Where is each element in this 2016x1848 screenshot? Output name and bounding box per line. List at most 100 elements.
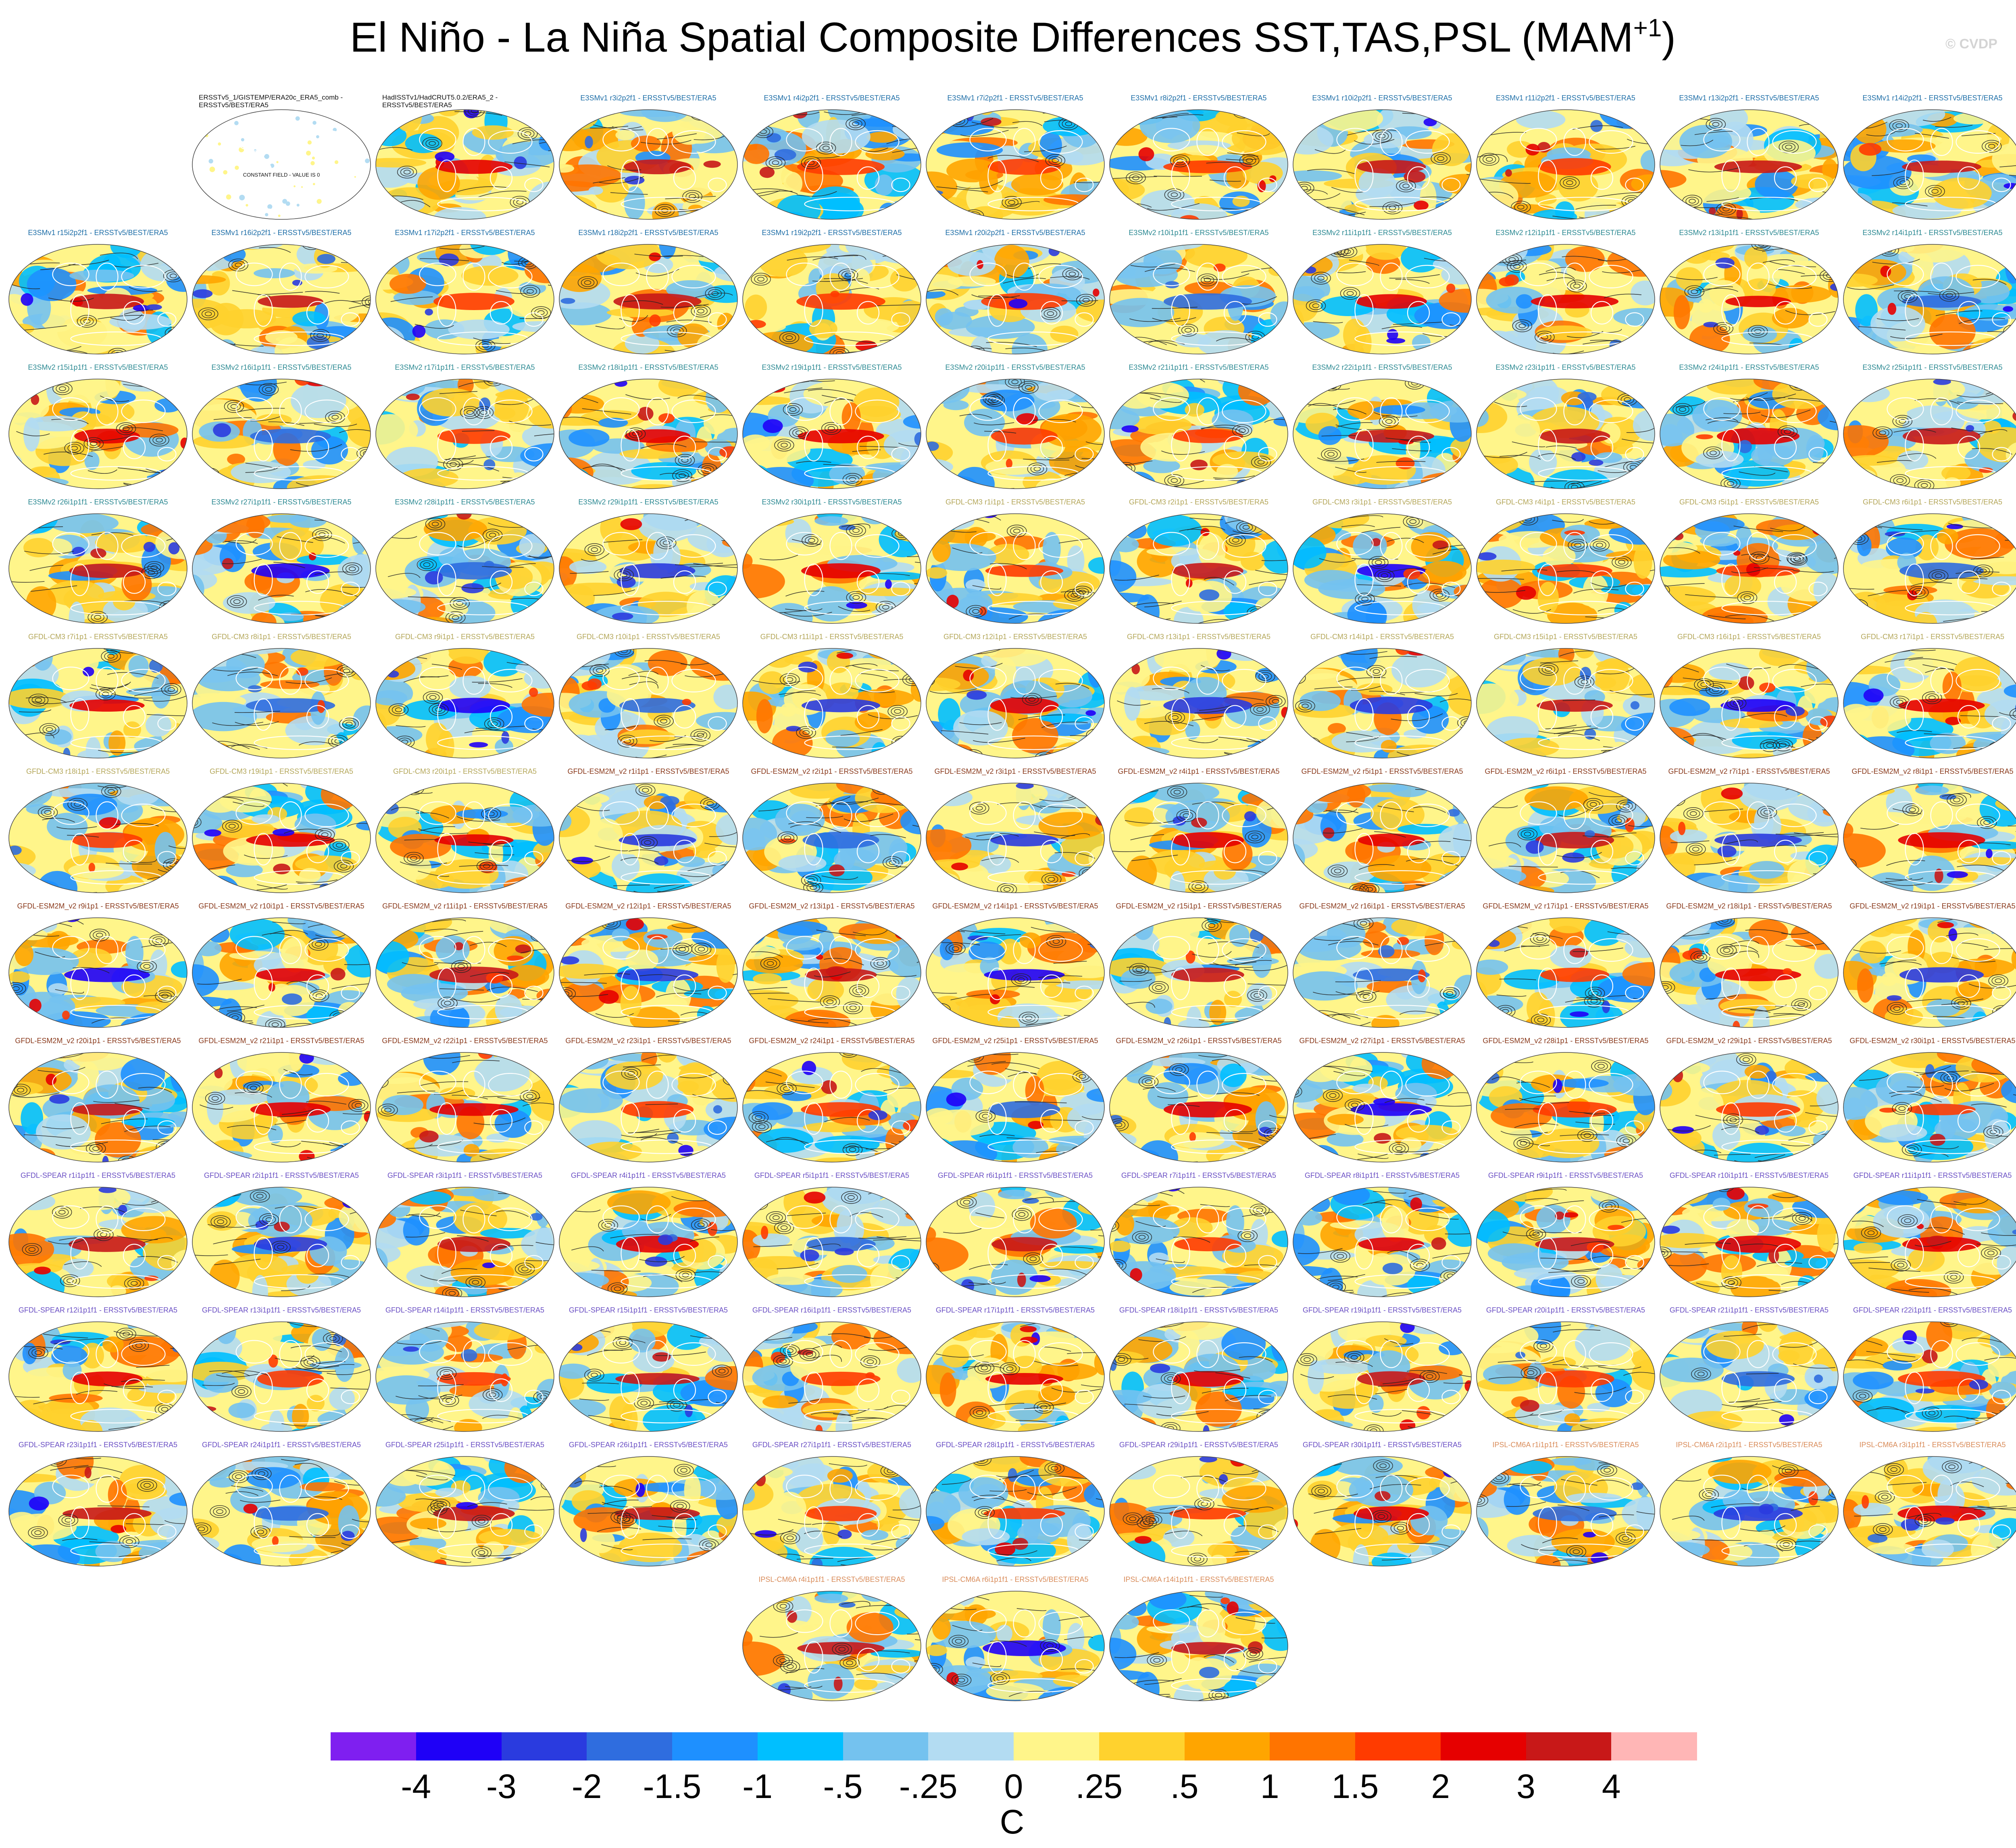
map-panel: GFDL-ESM2M_v2 r6i1p1 - ERSSTv5/BEST/ERA5 xyxy=(1475,767,1656,896)
colorbar-swatch xyxy=(587,1732,673,1760)
map-10 xyxy=(8,244,187,354)
panel-label: GFDL-CM3 r5i1p1 - ERSSTv5/BEST/ERA5 xyxy=(1679,498,1819,506)
panel-label: GFDL-ESM2M_v2 r13i1p1 - ERSSTv5/BEST/ERA… xyxy=(749,902,915,910)
panel-label: GFDL-ESM2M_v2 r15i1p1 - ERSSTv5/BEST/ERA… xyxy=(1116,902,1282,910)
map-panel: HadISSTv1/HadCRUT5.0.2/ERA5_2 - ERSSTv5/… xyxy=(374,94,556,223)
map-panel: GFDL-CM3 r13i1p1 - ERSSTv5/BEST/ERA5 xyxy=(1108,632,1289,761)
map-panel: GFDL-SPEAR r10i1p1f1 - ERSSTv5/BEST/ERA5 xyxy=(1658,1171,1840,1300)
map-panel: E3SMv1 r11i2p2f1 - ERSSTv5/BEST/ERA5 xyxy=(1475,94,1656,223)
panel-label: GFDL-ESM2M_v2 r14i1p1 - ERSSTv5/BEST/ERA… xyxy=(932,902,1098,910)
map-panel: GFDL-ESM2M_v2 r12i1p1 - ERSSTv5/BEST/ERA… xyxy=(558,902,739,1031)
map-panel: GFDL-CM3 r20i1p1 - ERSSTv5/BEST/ERA5 xyxy=(374,767,556,896)
panel-label: ERSSTv5_1/GISTEMP/ERA20c_ERA5_comb - ERS… xyxy=(199,94,343,109)
map-panel: GFDL-ESM2M_v2 r1i1p1 - ERSSTv5/BEST/ERA5 xyxy=(558,767,739,896)
map-66 xyxy=(192,917,371,1028)
map-panel: GFDL-CM3 r3i1p1 - ERSSTv5/BEST/ERA5 xyxy=(1291,498,1473,627)
map-panel: GFDL-SPEAR r19i1p1f1 - ERSSTv5/BEST/ERA5 xyxy=(1291,1306,1473,1435)
map-44 xyxy=(192,648,371,758)
map-panel: GFDL-SPEAR r6i1p1f1 - ERSSTv5/BEST/ERA5 xyxy=(925,1171,1106,1300)
map-panel: GFDL-SPEAR r3i1p1f1 - ERSSTv5/BEST/ERA5 xyxy=(374,1171,556,1300)
map-panel: GFDL-CM3 r5i1p1 - ERSSTv5/BEST/ERA5 xyxy=(1658,498,1840,627)
map-38 xyxy=(1109,513,1288,624)
map-95 xyxy=(1476,1187,1655,1297)
map-panel: GFDL-SPEAR r8i1p1f1 - ERSSTv5/BEST/ERA5 xyxy=(1291,1171,1473,1300)
map-panel: E3SMv2 r30i1p1f1 - ERSSTv5/BEST/ERA5 xyxy=(741,498,923,627)
map-panel: GFDL-SPEAR r21i1p1f1 - ERSSTv5/BEST/ERA5 xyxy=(1658,1306,1840,1435)
map-73 xyxy=(1476,917,1655,1028)
map-panel: E3SMv1 r19i2p2f1 - ERSSTv5/BEST/ERA5 xyxy=(741,228,923,357)
panel-label: GFDL-ESM2M_v2 r26i1p1 - ERSSTv5/BEST/ERA… xyxy=(1116,1037,1282,1045)
map-panel: E3SMv2 r21i1p1f1 - ERSSTv5/BEST/ERA5 xyxy=(1108,363,1289,492)
map-92 xyxy=(926,1187,1105,1297)
map-94 xyxy=(1293,1187,1472,1297)
panel-label: E3SMv1 r14i2p2f1 - ERSSTv5/BEST/ERA5 xyxy=(1862,94,2003,102)
map-panel: GFDL-SPEAR r16i1p1f1 - ERSSTv5/BEST/ERA5 xyxy=(741,1306,923,1435)
map-panel: E3SMv2 r19i1p1f1 - ERSSTv5/BEST/ERA5 xyxy=(741,363,923,492)
panel-label: GFDL-CM3 r15i1p1 - ERSSTv5/BEST/ERA5 xyxy=(1493,633,1638,641)
map-99 xyxy=(192,1321,371,1432)
map-panel: E3SMv2 r10i1p1f1 - ERSSTv5/BEST/ERA5 xyxy=(1108,228,1289,357)
colorbar-swatch xyxy=(843,1732,929,1760)
map-panel: GFDL-CM3 r9i1p1 - ERSSTv5/BEST/ERA5 xyxy=(374,632,556,761)
panel-label: GFDL-CM3 r4i1p1 - ERSSTv5/BEST/ERA5 xyxy=(1495,498,1636,506)
map-43 xyxy=(8,648,187,758)
panel-label: E3SMv2 r17i1p1f1 - ERSSTv5/BEST/ERA5 xyxy=(395,363,535,371)
panel-label: IPSL-CM6A r1i1p1f1 - ERSSTv5/BEST/ERA5 xyxy=(1492,1441,1639,1449)
colorbar-swatch xyxy=(1014,1732,1100,1760)
panel-label: E3SMv1 r10i2p2f1 - ERSSTv5/BEST/ERA5 xyxy=(1312,94,1452,102)
map-89 xyxy=(375,1187,554,1297)
map-panel: GFDL-ESM2M_v2 r22i1p1 - ERSSTv5/BEST/ERA… xyxy=(374,1036,556,1165)
panel-label: E3SMv2 r24i1p1f1 - ERSSTv5/BEST/ERA5 xyxy=(1679,363,1819,371)
map-104 xyxy=(1109,1321,1288,1432)
map-panel: GFDL-SPEAR r17i1p1f1 - ERSSTv5/BEST/ERA5 xyxy=(925,1306,1106,1435)
map-3 xyxy=(742,109,921,220)
panel-label: E3SMv1 r15i2p2f1 - ERSSTv5/BEST/ERA5 xyxy=(28,229,168,237)
map-panel: GFDL-CM3 r10i1p1 - ERSSTv5/BEST/ERA5 xyxy=(558,632,739,761)
map-121 xyxy=(926,1591,1105,1701)
panel-label: GFDL-ESM2M_v2 r11i1p1 - ERSSTv5/BEST/ERA… xyxy=(382,902,548,910)
map-panel: E3SMv2 r24i1p1f1 - ERSSTv5/BEST/ERA5 xyxy=(1658,363,1840,492)
map-100 xyxy=(375,1321,554,1432)
panel-label: GFDL-ESM2M_v2 r30i1p1 - ERSSTv5/BEST/ERA… xyxy=(1849,1037,2016,1045)
map-panel: E3SMv1 r10i2p2f1 - ERSSTv5/BEST/ERA5 xyxy=(1291,94,1473,223)
map-panel: E3SMv2 r18i1p1f1 - ERSSTv5/BEST/ERA5 xyxy=(558,363,739,492)
map-119 xyxy=(1843,1456,2016,1567)
map-panel: E3SMv2 r11i1p1f1 - ERSSTv5/BEST/ERA5 xyxy=(1291,228,1473,357)
map-5 xyxy=(1109,109,1288,220)
panel-label: GFDL-SPEAR r16i1p1f1 - ERSSTv5/BEST/ERA5 xyxy=(752,1306,912,1314)
map-4 xyxy=(926,109,1105,220)
map-74 xyxy=(1660,917,1839,1028)
map-55 xyxy=(192,783,371,893)
map-18 xyxy=(1476,244,1655,354)
map-panel: IPSL-CM6A r4i1p1f1 - ERSSTv5/BEST/ERA5 xyxy=(741,1575,923,1704)
map-panel: GFDL-ESM2M_v2 r23i1p1 - ERSSTv5/BEST/ERA… xyxy=(558,1036,739,1165)
panel-label: E3SMv1 r19i2p2f1 - ERSSTv5/BEST/ERA5 xyxy=(762,229,902,237)
panel-label: GFDL-ESM2M_v2 r10i1p1 - ERSSTv5/BEST/ERA… xyxy=(198,902,364,910)
map-panel: IPSL-CM6A r14i1p1f1 - ERSSTv5/BEST/ERA5 xyxy=(1108,1575,1289,1704)
panel-label: GFDL-ESM2M_v2 r20i1p1 - ERSSTv5/BEST/ERA… xyxy=(15,1037,181,1045)
map-17 xyxy=(1293,244,1472,354)
map-panel: GFDL-ESM2M_v2 r19i1p1 - ERSSTv5/BEST/ERA… xyxy=(1842,902,2016,1031)
map-panel: E3SMv2 r13i1p1f1 - ERSSTv5/BEST/ERA5 xyxy=(1658,228,1840,357)
map-47 xyxy=(742,648,921,758)
panel-label: GFDL-SPEAR r13i1p1f1 - ERSSTv5/BEST/ERA5 xyxy=(202,1306,361,1314)
map-79 xyxy=(559,1052,738,1163)
map-panel: GFDL-CM3 r15i1p1 - ERSSTv5/BEST/ERA5 xyxy=(1475,632,1656,761)
colorbar-swatch xyxy=(1440,1732,1527,1760)
map-panel: E3SMv1 r20i2p2f1 - ERSSTv5/BEST/ERA5 xyxy=(925,228,1106,357)
map-panel: E3SMv2 r27i1p1f1 - ERSSTv5/BEST/ERA5 xyxy=(191,498,372,627)
watermark: © CVDP xyxy=(1945,36,1997,52)
map-panel: GFDL-ESM2M_v2 r2i1p1 - ERSSTv5/BEST/ERA5 xyxy=(741,767,923,896)
panel-label: GFDL-CM3 r16i1p1 - ERSSTv5/BEST/ERA5 xyxy=(1677,633,1821,641)
colorbar-swatch xyxy=(1611,1732,1697,1760)
title-text: El Niño - La Niña Spatial Composite Diff… xyxy=(350,14,1633,61)
map-28 xyxy=(1293,379,1472,489)
map-panel: GFDL-ESM2M_v2 r28i1p1 - ERSSTv5/BEST/ERA… xyxy=(1475,1036,1656,1165)
panel-label: GFDL-SPEAR r1i1p1f1 - ERSSTv5/BEST/ERA5 xyxy=(20,1171,176,1179)
map-29 xyxy=(1476,379,1655,489)
map-panel: GFDL-SPEAR r25i1p1f1 - ERSSTv5/BEST/ERA5 xyxy=(374,1440,556,1569)
map-109 xyxy=(8,1456,187,1567)
map-panel: GFDL-ESM2M_v2 r9i1p1 - ERSSTv5/BEST/ERA5 xyxy=(7,902,189,1031)
map-7 xyxy=(1476,109,1655,220)
map-panel: GFDL-ESM2M_v2 r5i1p1 - ERSSTv5/BEST/ERA5 xyxy=(1291,767,1473,896)
